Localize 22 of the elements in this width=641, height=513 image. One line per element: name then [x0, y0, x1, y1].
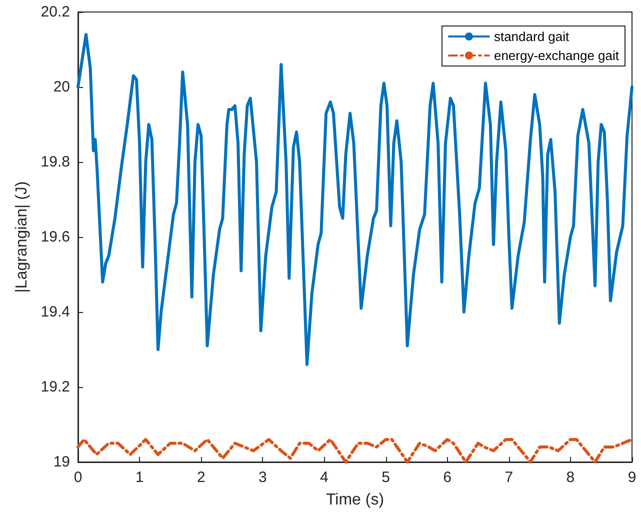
x-tick-label: 3: [258, 469, 267, 486]
x-tick-label: 0: [74, 469, 82, 486]
x-tick-label: 6: [443, 469, 452, 486]
x-tick-label: 1: [135, 469, 144, 486]
legend-label: energy-exchange gait: [494, 48, 620, 63]
x-tick-label: 9: [628, 469, 636, 486]
y-axis-title: |Lagrangian| (J): [13, 181, 30, 293]
y-tick-label: 20.2: [40, 4, 70, 20]
y-tick-label: 20: [53, 78, 70, 96]
legend-label: standard gait: [494, 29, 570, 44]
x-tick-label: 5: [382, 469, 390, 486]
y-tick-label: 19.4: [40, 304, 70, 320]
y-tick-label: 19.2: [40, 378, 70, 396]
x-tick-label: 8: [566, 469, 575, 486]
y-tick-label: 19: [53, 454, 70, 470]
x-tick-label: 4: [320, 469, 328, 486]
x-tick-label: 2: [196, 469, 206, 486]
y-tick-label: 19.8: [40, 154, 70, 170]
y-tick-label: 19.6: [40, 228, 70, 246]
x-axis-title: Time (s): [326, 492, 384, 508]
line-series: [76, 33, 634, 366]
x-tick-label: 7: [504, 469, 514, 486]
